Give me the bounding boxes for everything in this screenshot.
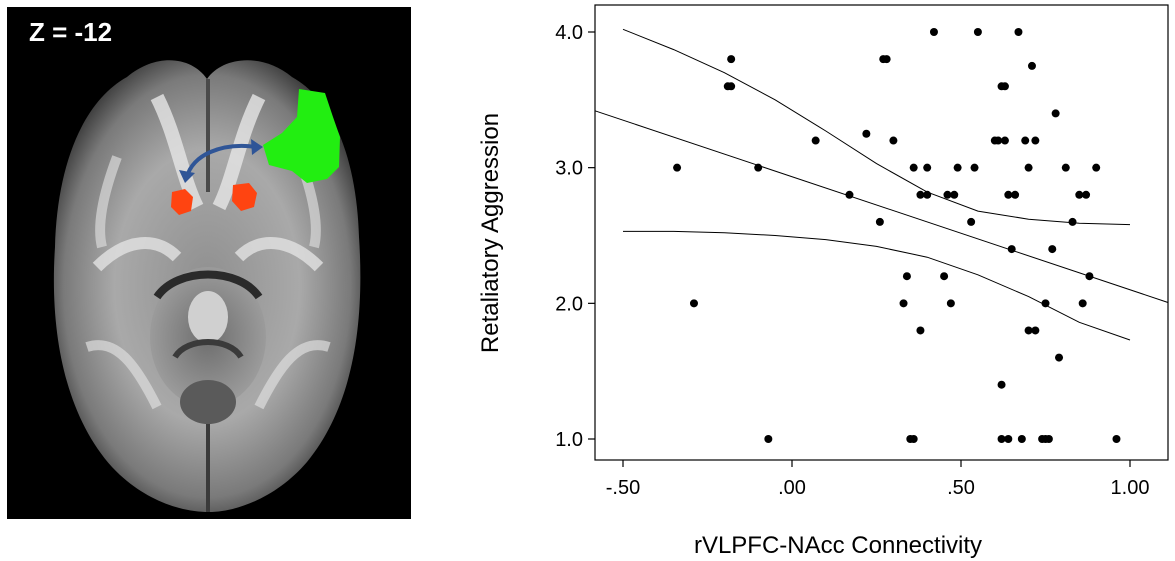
x-tick-label: 1.00 [1111,477,1150,499]
data-point [1051,109,1060,118]
data-point [845,190,854,199]
data-point [994,136,1003,145]
y-tick-label: 3.0 [555,158,583,180]
data-point [967,217,976,226]
data-point [946,299,955,308]
data-point [754,163,763,172]
data-point [1000,136,1009,145]
y-axis-title: Retaliatory Aggression [477,113,504,353]
data-point [1082,190,1091,199]
data-point [1075,190,1084,199]
data-point [916,190,925,199]
y-tick-label: 4.0 [555,22,583,44]
x-axis-ticks: -.50 .00 .50 1.00 [606,460,1150,499]
data-point [1092,163,1101,172]
x-axis-title: rVLPFC-NAcc Connectivity [694,532,982,559]
data-point [1024,163,1033,172]
nacc-region-right [232,183,257,211]
fit-line-group [594,110,1169,303]
data-point [727,55,736,64]
y-tick-label: 2.0 [555,293,583,315]
data-point [811,136,820,145]
data-point [689,299,698,308]
data-point [1078,299,1087,308]
data-point [1004,435,1013,443]
data-point [1048,245,1057,254]
data-point [916,326,925,335]
brain-slice-image: Z = -12 [7,7,411,519]
nacc-region-left [171,189,193,215]
data-point [1112,435,1121,443]
data-point [899,299,908,308]
data-point [940,272,949,281]
data-point [953,163,962,172]
confidence-bands [622,28,1131,341]
data-point [1085,272,1094,281]
data-point [1044,435,1053,443]
x-tick-label: .00 [778,477,806,499]
vlpfc-region [263,89,340,183]
data-point [909,163,918,172]
fit-line [594,110,1169,303]
data-point [923,163,932,172]
slice-label: Z = -12 [29,17,113,47]
data-point [1017,435,1026,443]
data-point [1055,353,1064,362]
data-point [909,435,918,443]
data-point [923,190,932,199]
y-tick-label: 1.0 [555,429,583,451]
ci-upper-curve [622,28,1131,226]
data-point [1061,163,1070,172]
data-point [902,272,911,281]
data-point [882,55,891,64]
data-point [1041,299,1050,308]
data-points [673,28,1121,443]
data-point [997,380,1006,389]
data-point [1021,136,1030,145]
data-point [727,82,736,91]
plot-frame [594,4,1169,461]
x-tick-label: .50 [947,477,975,499]
data-point [997,435,1006,443]
data-point [862,129,871,138]
data-point [1000,82,1009,91]
data-point [929,28,938,36]
data-point [1068,217,1077,226]
data-point [889,136,898,145]
connectivity-arrow [185,144,258,178]
data-point [943,190,952,199]
data-point [970,163,979,172]
data-point [673,163,682,172]
scatter-chart: -.50 .00 .50 1.00 1.0 2.0 3.0 4.0 rVLPFC-NAcc … [477,4,1169,559]
data-point [1004,190,1013,199]
data-point [764,435,773,443]
data-point [1011,190,1020,199]
y-axis-ticks: 1.0 2.0 3.0 4.0 [555,22,595,451]
plot-border [594,4,1169,461]
data-point [1027,61,1036,70]
data-point [1014,28,1023,36]
data-point [973,28,982,36]
brain-slice-graphic [53,60,361,512]
x-tick-label: -.50 [606,477,640,499]
data-point [1024,326,1033,335]
data-point [1031,136,1040,145]
data-point [1031,326,1040,335]
data-point [875,217,884,226]
data-point [950,190,959,199]
data-point [1007,245,1016,254]
